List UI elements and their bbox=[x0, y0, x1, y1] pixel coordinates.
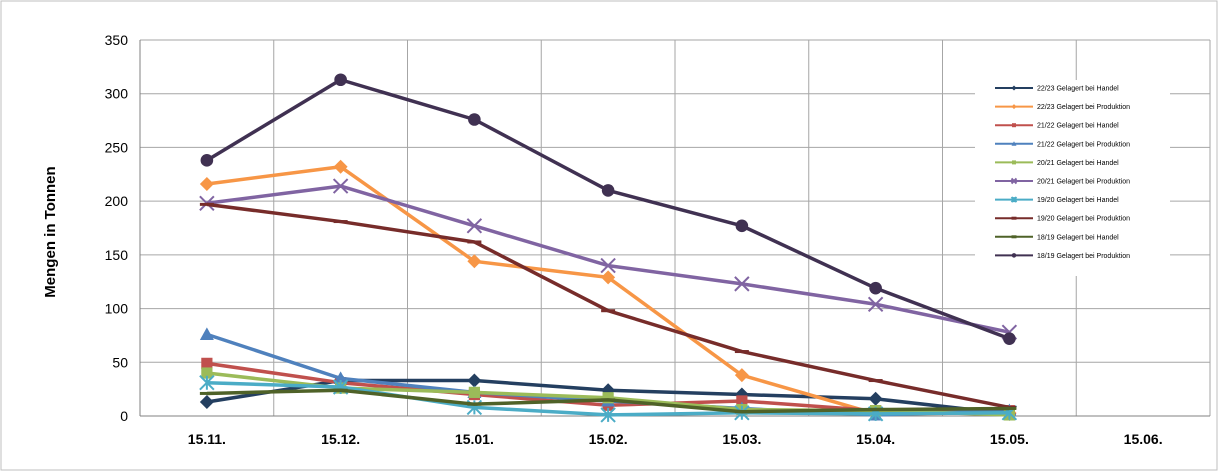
x-tick-label: 15.01. bbox=[455, 431, 494, 447]
y-tick-label: 350 bbox=[105, 32, 129, 48]
data-point bbox=[199, 176, 214, 191]
data-point bbox=[333, 371, 348, 384]
data-point bbox=[734, 368, 749, 383]
y-tick-label: 250 bbox=[105, 139, 129, 155]
legend-label: 22/23 Gelagert bei Produktion bbox=[1037, 104, 1130, 111]
data-point bbox=[332, 178, 349, 194]
legend-entry: 19/20 Gelagert bei Produktion bbox=[995, 216, 1130, 223]
data-point bbox=[468, 113, 481, 126]
legend-box bbox=[975, 80, 1170, 276]
y-tick-label: 0 bbox=[120, 408, 128, 424]
data-point bbox=[199, 327, 214, 340]
legend-entry: 22/23 Gelagert bei Handel bbox=[995, 85, 1119, 93]
series-9 bbox=[200, 73, 1016, 345]
legend-entry: 19/20 Gelagert bei Handel bbox=[995, 196, 1119, 204]
data-point bbox=[736, 395, 748, 407]
legend-entry: 20/21 Gelagert bei Handel bbox=[995, 160, 1119, 167]
legend-entry: 18/19 Gelagert bei Handel bbox=[995, 234, 1119, 241]
legend-label: 22/23 Gelagert bei Handel bbox=[1037, 86, 1119, 93]
data-point bbox=[1011, 85, 1017, 91]
legend-entry: 22/23 Gelagert bei Produktion bbox=[995, 104, 1130, 111]
x-tick-label: 15.03. bbox=[722, 431, 761, 447]
data-point bbox=[467, 373, 482, 388]
series-8 bbox=[199, 388, 1017, 414]
y-tick-label: 200 bbox=[105, 193, 129, 209]
data-point bbox=[199, 374, 215, 391]
y-tick-label: 100 bbox=[105, 301, 129, 317]
data-point bbox=[1012, 160, 1016, 165]
data-point bbox=[1003, 332, 1016, 345]
legend-label: 20/21 Gelagert bei Produktion bbox=[1037, 179, 1130, 186]
data-point bbox=[734, 276, 750, 292]
data-point bbox=[1011, 141, 1017, 146]
legend-label: 19/20 Gelagert bei Produktion bbox=[1037, 216, 1130, 223]
data-point bbox=[467, 254, 482, 269]
legend: 22/23 Gelagert bei Handel 22/23 Gelagert … bbox=[975, 80, 1170, 276]
data-point bbox=[468, 386, 480, 398]
legend-entry: 21/22 Gelagert bei Produktion bbox=[995, 141, 1130, 148]
data-point bbox=[334, 73, 347, 87]
data-point bbox=[602, 392, 614, 404]
data-point bbox=[735, 219, 749, 233]
data-point bbox=[601, 270, 616, 285]
x-tick-label: 15.12. bbox=[321, 431, 360, 447]
x-tick-label: 15.11. bbox=[188, 431, 226, 447]
y-axis-label: Mengen in Tonnen bbox=[42, 166, 59, 297]
x-tick-label: 15.06. bbox=[1124, 431, 1163, 447]
legend-entry: 18/19 Gelagert bei Produktion bbox=[995, 253, 1130, 260]
data-point bbox=[867, 296, 884, 312]
y-tick-label: 50 bbox=[112, 354, 128, 370]
y-tick-label: 300 bbox=[105, 86, 129, 102]
x-tick-label: 15.05. bbox=[990, 431, 1029, 447]
data-point bbox=[1011, 253, 1017, 258]
data-point bbox=[1010, 177, 1018, 185]
data-point bbox=[1010, 196, 1018, 203]
series-5 bbox=[199, 178, 1018, 340]
data-point bbox=[333, 159, 348, 174]
data-point bbox=[1011, 104, 1017, 110]
data-point bbox=[201, 367, 213, 379]
x-tick-label: 15.02. bbox=[589, 431, 628, 447]
legend-label: 21/22 Gelagert bei Produktion bbox=[1037, 141, 1130, 148]
series bbox=[199, 73, 1018, 423]
legend-label: 20/21 Gelagert bei Handel bbox=[1037, 160, 1119, 167]
legend-label: 21/22 Gelagert bei Handel bbox=[1037, 123, 1119, 130]
data-point bbox=[869, 281, 882, 295]
legend-label: 18/19 Gelagert bei Handel bbox=[1037, 234, 1119, 241]
y-tick-label: 150 bbox=[105, 247, 129, 263]
data-point bbox=[600, 257, 616, 274]
data-point bbox=[601, 184, 615, 197]
data-point bbox=[199, 395, 214, 410]
data-point bbox=[201, 357, 213, 369]
axes: 0 50 100 150 200 250 300 350 15.11. 15.12. 15.01. 1… bbox=[105, 32, 1210, 447]
data-point bbox=[200, 154, 214, 167]
legend-label: 19/20 Gelagert bei Handel bbox=[1037, 197, 1119, 204]
data-point bbox=[600, 407, 616, 423]
data-point bbox=[1012, 123, 1016, 128]
legend-entry: 20/21 Gelagert bei Produktion bbox=[995, 177, 1130, 186]
x-tick-label: 15.04. bbox=[856, 431, 895, 447]
legend-label: 18/19 Gelagert bei Produktion bbox=[1037, 253, 1130, 260]
legend-entry: 21/22 Gelagert bei Handel bbox=[995, 123, 1119, 130]
data-point bbox=[466, 218, 483, 234]
data-point bbox=[868, 391, 883, 406]
